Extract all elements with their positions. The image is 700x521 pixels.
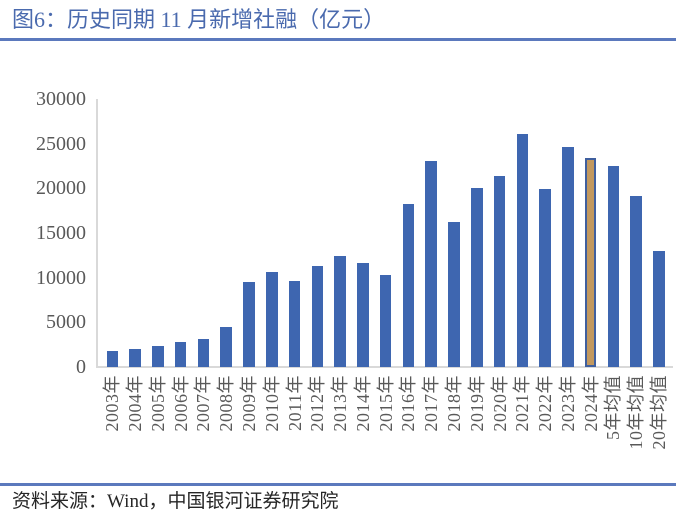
x-tick-label: 20年均值 (649, 375, 670, 450)
y-axis-line (96, 99, 98, 368)
bar-10年均值 (630, 196, 643, 367)
bar-2016年 (402, 203, 415, 367)
footer-rule (0, 483, 676, 486)
bar-2006年 (174, 341, 187, 367)
x-tick-label: 2016年 (398, 375, 419, 432)
x-tick-label: 2022年 (535, 375, 556, 432)
x-tick-label: 10年均值 (626, 375, 647, 450)
bar-2021年 (516, 133, 529, 367)
bar-2011年 (288, 281, 301, 367)
source-note: 资料来源：Wind，中国银河证券研究院 (12, 491, 339, 512)
x-tick-label: 2024年 (580, 375, 601, 432)
bar-2010年 (265, 272, 278, 367)
y-tick-label: 0 (76, 356, 86, 378)
x-tick-label: 2013年 (330, 375, 351, 432)
x-tick-label: 2008年 (216, 375, 237, 432)
x-tick-label: 2003年 (102, 375, 123, 432)
bar-highlight-2024年 (584, 157, 597, 367)
bar-2022年 (539, 189, 551, 367)
x-tick-label: 2018年 (444, 375, 464, 432)
bar-2004年 (129, 349, 141, 367)
y-tick-label: 15000 (36, 222, 86, 244)
x-tick-label: 2006年 (170, 375, 191, 432)
bar-2003年 (106, 350, 119, 367)
x-tick-label: 2019年 (466, 375, 487, 432)
bar-chart: 0 5000 10000 15000 20000 25000 30000 2003年 2004… (36, 88, 673, 450)
bar-2013年 (334, 256, 346, 367)
bar-2005年 (152, 345, 164, 367)
bar-2009年 (243, 282, 255, 367)
x-axis-baseline (96, 366, 673, 368)
bar-5年均值 (607, 166, 620, 367)
x-tick-label: 5年均值 (603, 375, 624, 440)
x-tick-label: 2021年 (512, 375, 533, 432)
x-tick-label: 2015年 (375, 375, 396, 432)
x-tick-label: 2020年 (489, 375, 510, 432)
bar-2018年 (448, 222, 460, 367)
bar-2020年 (493, 175, 506, 367)
bar-2015年 (379, 274, 392, 367)
x-tick-label: 2007年 (193, 375, 214, 432)
figure-title: 图6：历史同期 11 月新增社融（亿元） (12, 7, 386, 32)
x-tick-label: 2012年 (307, 375, 328, 432)
x-tick-label: 2010年 (261, 375, 282, 432)
x-tick-label: 2014年 (352, 375, 373, 432)
bar-2007年 (197, 339, 210, 367)
y-tick-label: 5000 (46, 311, 86, 334)
y-tick-label: 30000 (36, 88, 86, 110)
bar-2012年 (311, 266, 324, 367)
x-tick-label: 2004年 (125, 375, 146, 432)
x-tick-label: 2011年 (284, 375, 305, 431)
bar-20年均值 (653, 250, 665, 367)
bar-2023年 (562, 147, 574, 367)
bar-2008年 (220, 326, 232, 367)
bar-2019年 (470, 188, 483, 367)
x-tick-label: 2017年 (421, 375, 442, 432)
bar-2017年 (425, 160, 437, 367)
y-tick-label: 10000 (36, 266, 86, 289)
x-tick-label: 2009年 (238, 375, 259, 432)
x-tick-label: 2023年 (557, 375, 578, 432)
x-tick-label: 2005年 (147, 375, 168, 432)
y-tick-label: 20000 (36, 177, 86, 200)
title-underline-rule (0, 38, 676, 41)
bar-2014年 (357, 263, 369, 367)
y-tick-label: 25000 (36, 132, 86, 155)
